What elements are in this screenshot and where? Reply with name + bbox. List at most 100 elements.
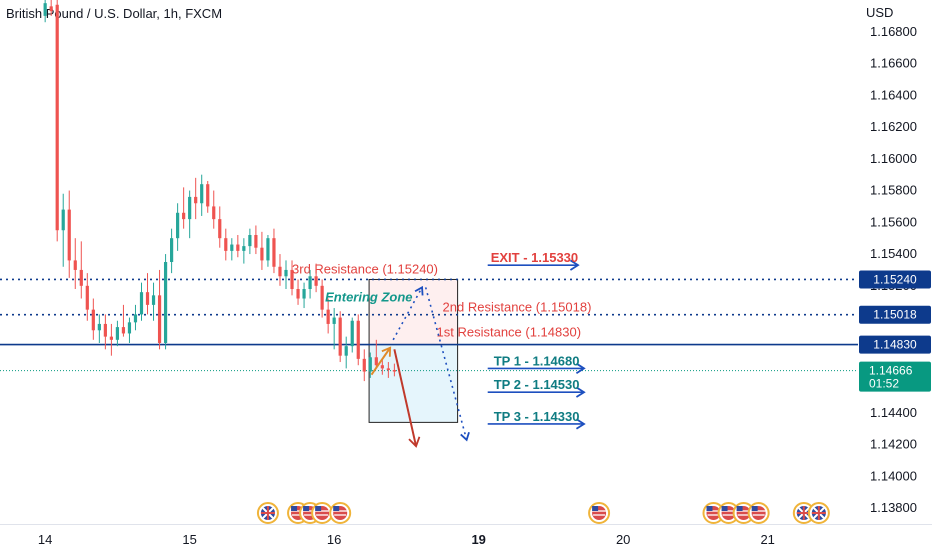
- y-tick-label: 1.16400: [870, 87, 917, 102]
- candle-body[interactable]: [121, 327, 126, 334]
- exit-arrow-head: [569, 259, 580, 271]
- candle-body[interactable]: [151, 295, 156, 305]
- tp-arrow-head: [575, 386, 586, 398]
- y-tick-label: 1.16600: [870, 56, 917, 71]
- y-tick-label: 1.16200: [870, 119, 917, 134]
- projection-up-head: [414, 285, 424, 296]
- candle-body[interactable]: [194, 196, 198, 204]
- candle-body[interactable]: [338, 317, 342, 356]
- candle-body[interactable]: [260, 247, 264, 261]
- candle-body[interactable]: [163, 262, 168, 343]
- candle-body[interactable]: [182, 212, 186, 220]
- candle-body[interactable]: [392, 369, 396, 372]
- us-flag-canton: [592, 506, 599, 511]
- us-flag-canton: [736, 506, 743, 511]
- tp-label-3: TP 3 - 1.14330: [494, 409, 580, 424]
- candle-body[interactable]: [320, 285, 324, 310]
- x-tick-label: 20: [616, 532, 630, 547]
- risk-zone: [369, 279, 458, 345]
- candle-body[interactable]: [49, 6, 53, 12]
- candle-body[interactable]: [296, 288, 300, 299]
- entry-arrow-head: [381, 346, 392, 357]
- candle-body[interactable]: [386, 368, 390, 370]
- candle-body[interactable]: [272, 238, 276, 267]
- candle-body[interactable]: [332, 317, 336, 324]
- us-flag-canton: [333, 506, 340, 511]
- exit-label: EXIT - 1.15330: [491, 250, 578, 265]
- candle-body[interactable]: [115, 327, 120, 340]
- candle-body[interactable]: [97, 323, 101, 331]
- candle-body[interactable]: [188, 196, 192, 220]
- candle-body[interactable]: [145, 292, 150, 305]
- candle-body[interactable]: [79, 269, 83, 286]
- candle-body[interactable]: [236, 244, 240, 251]
- y-tick-label: 1.13800: [870, 500, 917, 515]
- candle-body[interactable]: [290, 269, 294, 289]
- candle-body[interactable]: [284, 269, 288, 277]
- candle-body[interactable]: [356, 320, 360, 359]
- resistance-label-2: 2nd Resistance (1.15018): [443, 300, 592, 315]
- candle-body[interactable]: [278, 266, 282, 277]
- us-flag-canton: [706, 506, 713, 511]
- candle-body[interactable]: [362, 358, 366, 372]
- candle-body[interactable]: [176, 212, 180, 239]
- candle-body[interactable]: [314, 276, 318, 286]
- candle-body[interactable]: [368, 357, 372, 372]
- price-tag: [859, 305, 931, 324]
- entering-zone-box[interactable]: [368, 278, 459, 423]
- candle-body[interactable]: [103, 323, 107, 337]
- entering-zone-label: Entering Zone: [325, 290, 412, 305]
- candle-body[interactable]: [326, 309, 330, 324]
- candle-body[interactable]: [61, 209, 65, 231]
- tp-arrow-head: [575, 362, 586, 374]
- candle-body[interactable]: [109, 336, 113, 340]
- candle-body[interactable]: [67, 209, 71, 261]
- candle-body[interactable]: [200, 184, 204, 204]
- candle-body[interactable]: [230, 244, 234, 251]
- y-tick-label: 1.16000: [870, 151, 917, 166]
- us-flag-canton: [721, 506, 728, 511]
- candle-body[interactable]: [374, 357, 378, 366]
- x-tick-label: 21: [760, 532, 774, 547]
- candle-body[interactable]: [212, 206, 216, 220]
- price-tag: [859, 270, 931, 289]
- x-tick-label: 16: [327, 532, 341, 547]
- resistance-label-1: 1st Resistance (1.14830): [437, 325, 582, 340]
- candle-body[interactable]: [43, 3, 47, 16]
- candle-body[interactable]: [224, 238, 228, 251]
- candle-body[interactable]: [380, 365, 384, 369]
- candle-body[interactable]: [55, 4, 59, 231]
- candle-body[interactable]: [133, 314, 138, 323]
- us-flag-canton: [751, 506, 758, 511]
- projection-up: [392, 287, 423, 341]
- candle-body[interactable]: [350, 320, 354, 347]
- candle-body[interactable]: [85, 285, 89, 310]
- us-flag-canton: [315, 506, 322, 511]
- entry-arrow: [370, 347, 391, 376]
- candle-body[interactable]: [157, 295, 162, 343]
- candle-body[interactable]: [91, 309, 95, 331]
- candle-body[interactable]: [218, 219, 222, 239]
- candle-body[interactable]: [73, 260, 77, 270]
- currency-label: USD: [866, 5, 893, 20]
- us-flag-canton: [291, 506, 298, 511]
- y-tick-label: 1.14000: [870, 468, 917, 483]
- price-tag-label: 1.15240: [873, 272, 917, 286]
- candle-body[interactable]: [206, 184, 210, 207]
- price-tag-label: 1.14830: [873, 338, 917, 352]
- candle-body[interactable]: [344, 346, 348, 356]
- candle-body[interactable]: [254, 235, 258, 248]
- candle-body[interactable]: [266, 238, 270, 261]
- candle-body[interactable]: [308, 276, 312, 289]
- candle-body[interactable]: [248, 235, 252, 247]
- chart-title: British Pound / U.S. Dollar, 1h, FXCM: [6, 6, 223, 21]
- resistance-label-3: 3rd Resistance (1.15240): [292, 261, 438, 276]
- candle-body[interactable]: [139, 292, 144, 315]
- stop-arrow: [393, 349, 418, 447]
- y-tick-label: 1.15800: [870, 183, 917, 198]
- candle-body[interactable]: [302, 288, 306, 299]
- candle-body[interactable]: [242, 246, 246, 251]
- candle-body[interactable]: [170, 238, 174, 262]
- candle-body[interactable]: [127, 322, 132, 334]
